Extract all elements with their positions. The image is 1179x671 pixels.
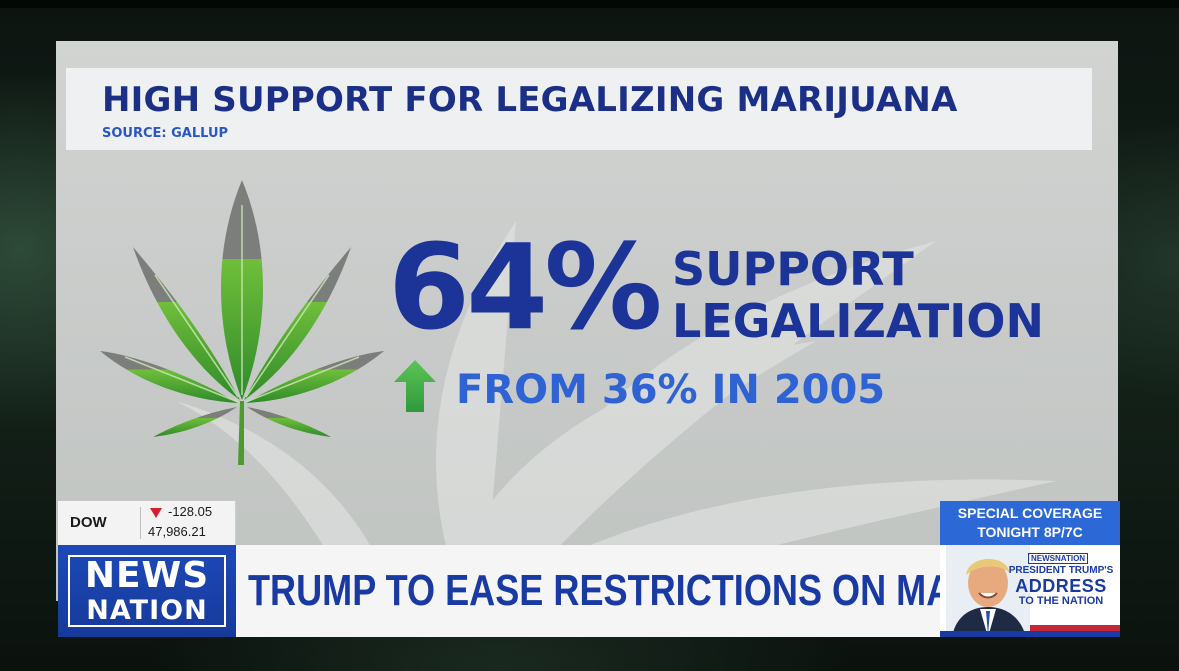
ticker-value: 47,986.21 [148, 524, 206, 539]
change-text: FROM 36% IN 2005 [456, 367, 886, 413]
cannabis-leaf-icon [100, 180, 384, 465]
stat-label-line2: LEGALIZATION [672, 294, 1044, 348]
stat-value: 64% [388, 218, 662, 356]
ticker-change: -128.05 [168, 504, 213, 519]
address-promo: NEWSNATION PRESIDENT TRUMP'S ADDRESS TO … [940, 545, 1120, 637]
lower-third-bar: TRUMP TO EASE RESTRICTIONS ON MARIJUANA [236, 545, 1113, 637]
title-bar: HIGH SUPPORT FOR LEGALIZING MARIJUANA SO… [66, 68, 1092, 150]
triangle-down-icon [150, 508, 162, 518]
promo-line2: ADDRESS [1015, 576, 1107, 596]
logo-line1: NEWS [84, 555, 210, 596]
network-logo: NEWS NATION [58, 545, 236, 637]
president-photo [946, 545, 1030, 637]
logo-frame [68, 555, 226, 627]
promo-brand: NEWSNATION [1028, 553, 1089, 564]
promo-line3: TO THE NATION [1018, 595, 1104, 607]
stock-ticker: DOW -128.05 47,986.21 [58, 501, 236, 545]
ticker-divider [140, 507, 141, 539]
special-coverage-line1: SPECIAL COVERAGE [957, 505, 1103, 521]
ticker-name: DOW [70, 514, 107, 531]
logo-line2: NATION [86, 595, 208, 626]
stat-label-line1: SUPPORT [672, 242, 914, 296]
promo-line1: PRESIDENT TRUMP'S [1008, 565, 1114, 576]
top-border [0, 0, 1179, 8]
promo-blue-stripe [940, 631, 1120, 637]
graphic-source: SOURCE: GALLUP [102, 126, 229, 141]
special-coverage-banner: SPECIAL COVERAGE TONIGHT 8P/7C [940, 501, 1120, 545]
graphic-headline: HIGH SUPPORT FOR LEGALIZING MARIJUANA [102, 80, 958, 120]
up-arrow-icon [394, 360, 436, 412]
special-coverage-line2: TONIGHT 8P/7C [977, 524, 1083, 540]
